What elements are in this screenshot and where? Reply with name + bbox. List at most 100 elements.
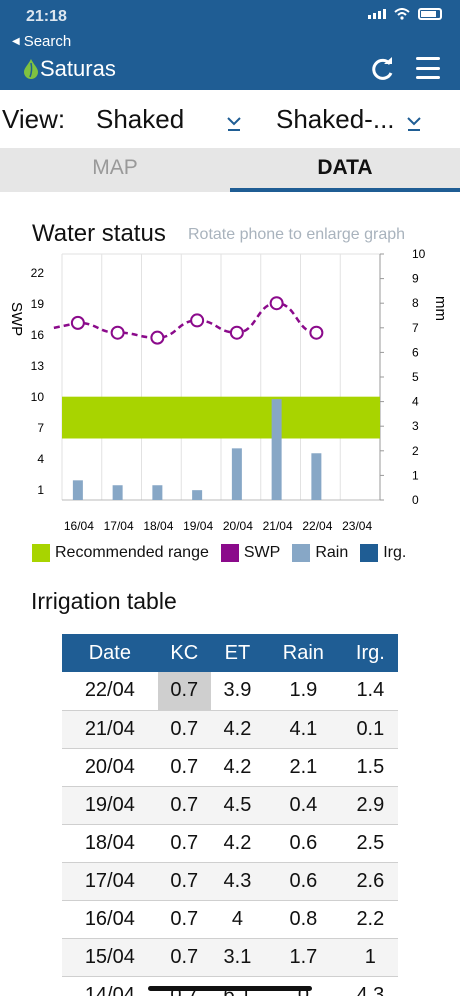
chart-hint: Rotate phone to enlarge graph: [188, 226, 406, 243]
table-cell[interactable]: 0.7: [157, 938, 211, 977]
table-row: 21/04 0.7 4.2 4.1 0.1: [62, 710, 398, 749]
column-header[interactable]: Irg.: [342, 634, 398, 672]
column-header[interactable]: KC: [157, 634, 211, 672]
left-tick-label: 7: [37, 421, 44, 435]
table-cell: 0.1: [342, 710, 398, 749]
legend-label: Recommended range: [55, 544, 209, 561]
app-logo: Saturas: [24, 56, 116, 82]
view-selector-row: View: Shaked Shaked-...: [0, 96, 460, 144]
column-header[interactable]: Date: [62, 634, 158, 672]
legend-item: Irg.: [360, 544, 406, 562]
swp-point: [269, 296, 284, 311]
table-cell: 22/04: [62, 672, 158, 711]
table-cell[interactable]: 0.7: [157, 672, 211, 711]
tab-bar: MAP DATA: [0, 148, 460, 192]
table-cell: 18/04: [62, 824, 158, 863]
legend-label: Rain: [315, 544, 349, 561]
table-cell: 19/04: [62, 786, 158, 825]
table-cell: 4: [210, 900, 265, 939]
refresh-icon[interactable]: [370, 56, 396, 82]
back-label: Search: [23, 33, 72, 50]
table-cell: 2.5: [342, 824, 398, 863]
column-header[interactable]: Rain: [264, 634, 343, 672]
swp-point: [229, 325, 244, 340]
table-row: 18/04 0.7 4.2 0.6 2.5: [62, 824, 398, 863]
table-cell[interactable]: 0.7: [157, 900, 211, 939]
right-tick-label: 7: [412, 321, 419, 335]
rain-bar: [192, 490, 203, 500]
left-tick-label: 22: [31, 266, 45, 280]
leaf-drop-icon: [24, 59, 38, 79]
y-axis-label-right: mm: [432, 296, 449, 321]
home-indicator[interactable]: [148, 986, 312, 991]
table-cell: 1: [342, 938, 398, 977]
right-tick-label: 0: [412, 493, 419, 507]
left-tick-label: 13: [31, 359, 45, 373]
left-tick-label: 19: [31, 297, 45, 311]
table-cell[interactable]: 0.7: [157, 862, 211, 901]
chevron-down-icon[interactable]: [226, 114, 242, 132]
rain-bar: [112, 485, 123, 500]
table-row: 20/04 0.7 4.2 2.1 1.5: [62, 748, 398, 787]
table-cell: 2.6: [342, 862, 398, 901]
table-cell: 2.2: [342, 900, 398, 939]
x-tick-label: 23/04: [342, 519, 372, 533]
table-cell: 21/04: [62, 710, 158, 749]
x-tick-label: 22/04: [302, 519, 332, 533]
table-cell: 3.1: [210, 938, 265, 977]
table-cell[interactable]: 0.7: [157, 748, 211, 787]
table-row: 14/040.76.104.3: [62, 976, 398, 996]
chart-grid: [61, 253, 381, 501]
table-cell[interactable]: 0.7: [157, 824, 211, 863]
table-cell: 15/04: [62, 938, 158, 977]
legend-item: Rain: [292, 544, 348, 562]
right-tick-label: 5: [412, 370, 419, 384]
table-cell: 2.1: [264, 748, 343, 787]
table-cell: 0.4: [264, 786, 343, 825]
legend-swatch: [32, 544, 50, 562]
table-cell[interactable]: 0.7: [157, 710, 211, 749]
legend-label: SWP: [243, 544, 281, 561]
column-header[interactable]: ET: [210, 634, 265, 672]
tab-data[interactable]: DATA: [230, 148, 460, 192]
left-tick-label: 4: [37, 452, 44, 466]
x-tick-label: 19/04: [183, 519, 213, 533]
legend-label: Irg.: [383, 544, 407, 561]
legend-swatch: [220, 544, 239, 562]
plot-select[interactable]: Shaked-...: [276, 104, 395, 134]
table-row: 16/04 0.7 4 0.8 2.2: [62, 900, 398, 939]
table-cell[interactable]: 0.7: [157, 786, 211, 825]
right-tick-label: 9: [412, 272, 419, 286]
left-tick-label: 16: [31, 328, 45, 342]
left-axis-ticks: 22 19 16 13 10 7 4 1: [31, 266, 45, 497]
app-header: 21:18 ◀ Search Saturas: [0, 0, 460, 90]
swp-point: [150, 330, 165, 345]
table-cell: 4.2: [210, 710, 265, 749]
swp-points: [70, 296, 324, 345]
table-row: 22/04 0.7 3.9 1.9 1.4: [62, 672, 398, 711]
swp-point: [309, 325, 324, 340]
y-axis-label-left: SWP: [8, 302, 25, 336]
status-time: 21:18: [26, 8, 67, 25]
recommended-range-band: [62, 396, 380, 439]
rain-bar: [311, 453, 322, 500]
swp-point: [70, 315, 85, 330]
back-to-search-link[interactable]: ◀ Search: [12, 33, 71, 50]
table-cell: 4.2: [210, 748, 265, 787]
table-cell: 0.6: [264, 862, 343, 901]
table-cell: 17/04: [62, 862, 158, 901]
hamburger-menu-icon[interactable]: [416, 57, 440, 79]
x-tick-label: 17/04: [104, 519, 134, 533]
chart-title: Water status: [32, 220, 166, 247]
legend-item: Recommended range: [32, 544, 209, 562]
chevron-down-icon[interactable]: [406, 114, 422, 132]
rain-bar: [271, 399, 282, 500]
rain-bar: [72, 480, 83, 500]
swp-point: [190, 313, 205, 328]
farm-select[interactable]: Shaked: [96, 104, 185, 134]
table-row: 15/04 0.7 3.1 1.7 1: [62, 938, 398, 977]
table-cell: 4.2: [210, 824, 265, 863]
left-tick-label: 1: [37, 483, 44, 497]
tab-map[interactable]: MAP: [0, 148, 230, 192]
